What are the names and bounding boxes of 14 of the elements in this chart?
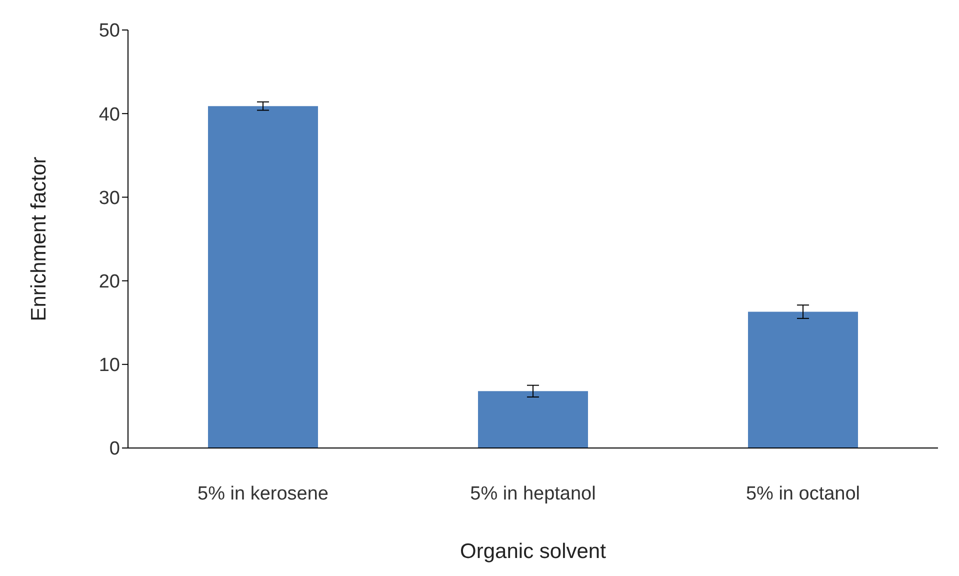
bar xyxy=(748,312,858,448)
y-tick-label: 20 xyxy=(98,272,120,293)
y-tick-label: 10 xyxy=(98,355,120,376)
bar xyxy=(208,106,318,448)
x-tick-label: 5% in kerosene xyxy=(198,483,328,504)
x-tick-label: 5% in heptanol xyxy=(470,483,596,504)
y-axis-title: Enrichment factor xyxy=(27,156,50,322)
y-tick-label: 0 xyxy=(109,438,120,460)
y-tick-label: 40 xyxy=(98,104,120,126)
x-tick-label: 5% in octanol xyxy=(746,483,860,504)
bar xyxy=(478,391,588,448)
y-tick-label: 50 xyxy=(98,20,120,42)
x-axis-title: Organic solvent xyxy=(460,540,606,563)
y-tick-label: 30 xyxy=(98,188,120,209)
